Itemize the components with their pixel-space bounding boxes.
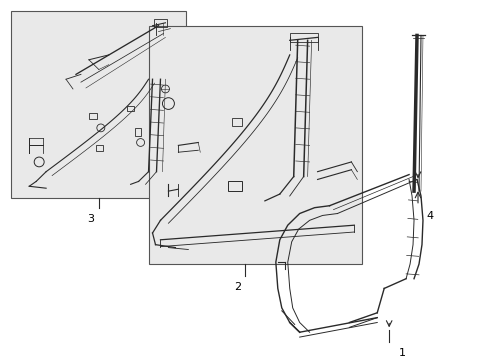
Bar xyxy=(148,26,362,264)
Bar xyxy=(89,113,97,119)
Text: 1: 1 xyxy=(398,348,406,358)
Bar xyxy=(227,181,242,191)
Text: 4: 4 xyxy=(425,211,432,221)
Bar xyxy=(126,107,133,111)
Bar xyxy=(153,19,167,27)
Bar xyxy=(232,118,242,126)
Bar xyxy=(96,145,102,151)
Bar xyxy=(289,32,317,42)
Bar xyxy=(134,128,141,136)
Text: 2: 2 xyxy=(234,282,241,292)
Bar xyxy=(11,11,186,198)
Text: 3: 3 xyxy=(87,213,94,224)
